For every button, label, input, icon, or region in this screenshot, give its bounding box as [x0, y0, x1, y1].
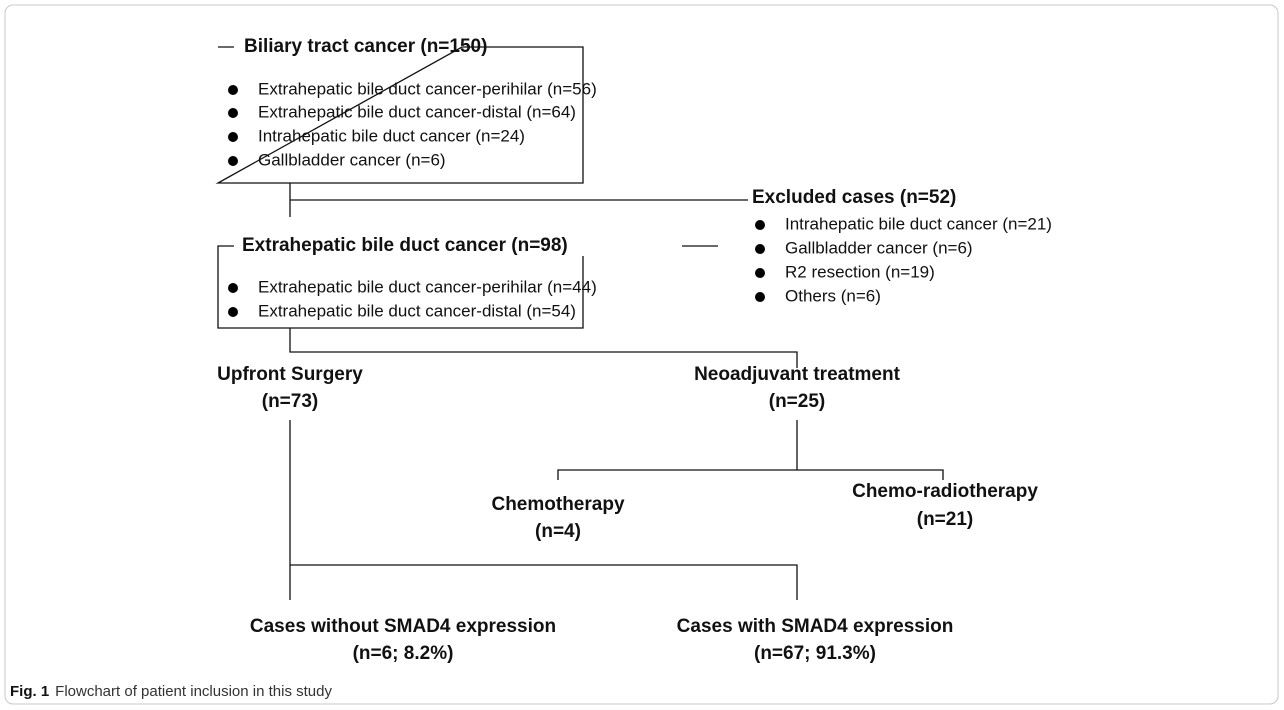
node-count: (n=73): [262, 391, 319, 412]
bullets: [228, 85, 765, 317]
list-item: Extrahepatic bile duct cancer-distal (n=…: [258, 102, 576, 121]
node-label: Cases with SMAD4 expression: [677, 616, 954, 637]
node-count: (n=21): [917, 509, 974, 530]
list-item: Extrahepatic bile duct cancer-distal (n=…: [258, 301, 576, 320]
node-label: Cases without SMAD4 expression: [250, 616, 556, 637]
list-item: R2 resection (n=19): [785, 262, 935, 281]
figure-frame: [4, 4, 1279, 705]
list-item: Intrahepatic bile duct cancer (n=24): [258, 126, 525, 145]
caption-label: Fig. 1: [10, 683, 49, 700]
box-title: Extrahepatic bile duct cancer (n=98): [242, 235, 568, 256]
box-title: Biliary tract cancer (n=150): [244, 36, 487, 57]
node-count: (n=25): [769, 391, 826, 412]
list-item: Gallbladder cancer (n=6): [785, 238, 973, 257]
list-item: Extrahepatic bile duct cancer-perihilar …: [258, 277, 597, 296]
list-item: Intrahepatic bile duct cancer (n=21): [785, 214, 1052, 233]
node-label: Upfront Surgery: [217, 364, 363, 385]
list-item: Others (n=6): [785, 286, 881, 305]
nodes: Upfront Surgery (n=73) Neoadjuvant treat…: [217, 364, 1038, 664]
node-label: Neoadjuvant treatment: [694, 364, 901, 385]
node-label: Chemotherapy: [491, 494, 624, 515]
box-title: Excluded cases (n=52): [752, 187, 956, 208]
caption: Fig. 1 Flowchart of patient inclusion in …: [10, 683, 332, 700]
list-item: Extrahepatic bile duct cancer-perihilar …: [258, 79, 597, 98]
node-label: Chemo-radiotherapy: [852, 481, 1038, 502]
node-count: (n=6; 8.2%): [353, 643, 454, 664]
node-count: (n=67; 91.3%): [754, 643, 876, 664]
list-item: Gallbladder cancer (n=6): [258, 150, 446, 169]
node-count: (n=4): [535, 521, 581, 542]
connectors: [215, 46, 944, 600]
caption-text: Flowchart of patient inclusion in this s…: [55, 683, 332, 700]
